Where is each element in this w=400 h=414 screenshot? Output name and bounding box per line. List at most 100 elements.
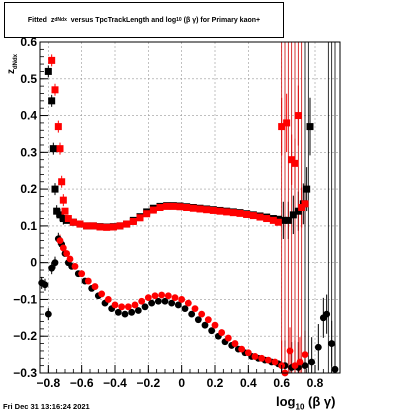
data-point-circle <box>111 301 119 309</box>
data-point-square <box>51 185 59 193</box>
data-point-square <box>48 97 56 105</box>
data-point-circle <box>151 292 159 300</box>
data-point-circle <box>114 308 122 316</box>
title-prefix: Fitted <box>27 16 47 24</box>
data-point-circle <box>181 305 189 313</box>
title-box: Fitted z dNdx versus TpcTrackLength and l… <box>4 2 284 38</box>
data-markers <box>38 56 339 377</box>
y-axis-label: zdNdx <box>6 54 19 74</box>
y-tick-label: 0.4 <box>20 109 37 123</box>
data-point-square <box>263 215 271 223</box>
data-point-circle <box>301 362 309 370</box>
x-tick-label: −0.6 <box>70 376 94 390</box>
data-point-square <box>109 223 117 231</box>
data-point-square <box>176 203 184 211</box>
data-point-square <box>59 196 67 204</box>
data-point-circle <box>264 356 272 364</box>
data-point-square <box>303 185 311 193</box>
data-point-square <box>89 222 97 230</box>
data-point-circle <box>251 353 259 360</box>
y-tick-label: −0.2 <box>13 329 37 343</box>
x-axis-label: log10 (β γ) <box>276 394 335 412</box>
title-z-sub: dNdx <box>54 17 67 23</box>
data-point-square <box>284 216 292 224</box>
data-point-circle <box>208 327 216 335</box>
data-point-square <box>209 206 217 214</box>
data-point-square <box>269 216 277 224</box>
y-label-main: z <box>6 69 17 74</box>
data-point-circle <box>314 343 322 351</box>
data-point-circle <box>171 294 179 302</box>
data-point-circle <box>78 270 86 278</box>
timestamp: Fri Dec 31 13:16:24 2021 <box>3 402 90 411</box>
data-point-circle <box>141 303 149 311</box>
data-point-square <box>274 218 282 226</box>
data-point-square <box>64 215 72 223</box>
data-point-square <box>278 123 286 131</box>
data-point-circle <box>308 358 316 366</box>
tick-labels: −0.8 −0.6 −0.4 −0.2 0 0.2 0.4 0.6 0.8 −0.3 −0.2 −0.… <box>13 35 323 390</box>
data-point-square <box>301 200 309 208</box>
data-point-circle <box>138 297 146 305</box>
data-point-circle <box>164 292 172 300</box>
data-point-circle <box>218 329 226 336</box>
data-point-circle <box>191 305 199 313</box>
data-point-circle <box>124 303 132 311</box>
data-point-circle <box>51 259 59 267</box>
data-point-circle <box>134 307 142 314</box>
x-tick-label: 0.6 <box>273 376 290 390</box>
data-point-circle <box>98 290 106 298</box>
x-label-sub: 10 <box>295 402 305 412</box>
y-tick-label: 0.5 <box>20 72 37 86</box>
data-point-circle <box>224 334 232 342</box>
x-tick-label: 0.2 <box>207 376 224 390</box>
data-point-circle <box>63 250 71 257</box>
data-point-square <box>306 123 314 131</box>
data-point-circle <box>148 299 156 307</box>
data-point-square <box>58 178 66 186</box>
data-point-circle <box>131 301 139 309</box>
data-point-circle <box>168 299 176 307</box>
data-point-square <box>283 119 291 127</box>
data-point-circle <box>201 321 209 329</box>
data-point-circle <box>41 281 49 289</box>
data-point-circle <box>44 310 52 318</box>
data-point-circle <box>291 362 299 370</box>
y-tick-label: −0.1 <box>13 292 37 306</box>
data-point-square <box>54 123 62 131</box>
data-point-circle <box>271 358 279 366</box>
data-point-circle <box>331 365 339 373</box>
data-point-circle <box>66 255 74 263</box>
data-point-circle <box>178 296 186 303</box>
data-point-circle <box>174 301 182 309</box>
y-tick-label: 0 <box>30 256 37 270</box>
data-point-circle <box>48 264 56 272</box>
data-point-square <box>288 156 296 164</box>
data-point-square <box>96 223 104 231</box>
x-tick-label: 0.4 <box>240 376 257 390</box>
data-point-circle <box>244 349 252 357</box>
data-point-circle <box>118 303 126 311</box>
data-point-square <box>149 206 157 214</box>
data-point-circle <box>188 310 196 318</box>
data-point-square <box>163 202 171 210</box>
data-point-square <box>294 112 302 120</box>
x-label-tail: (β γ) <box>308 394 336 409</box>
data-point-square <box>143 210 151 218</box>
data-point-circle <box>211 321 219 329</box>
data-point-circle <box>184 299 192 307</box>
y-tick-label: 0.6 <box>20 35 37 49</box>
data-point-circle <box>91 283 99 290</box>
data-point-circle <box>121 310 129 318</box>
data-point-circle <box>144 294 152 302</box>
data-point-square <box>56 145 64 153</box>
data-point-square <box>136 214 144 222</box>
data-point-square <box>243 210 251 218</box>
data-point-square <box>249 212 257 220</box>
data-point-circle <box>323 310 331 318</box>
data-point-square <box>298 204 306 211</box>
data-point-square <box>203 206 211 214</box>
x-tick-label: 0 <box>178 376 185 390</box>
data-point-square <box>279 216 287 224</box>
